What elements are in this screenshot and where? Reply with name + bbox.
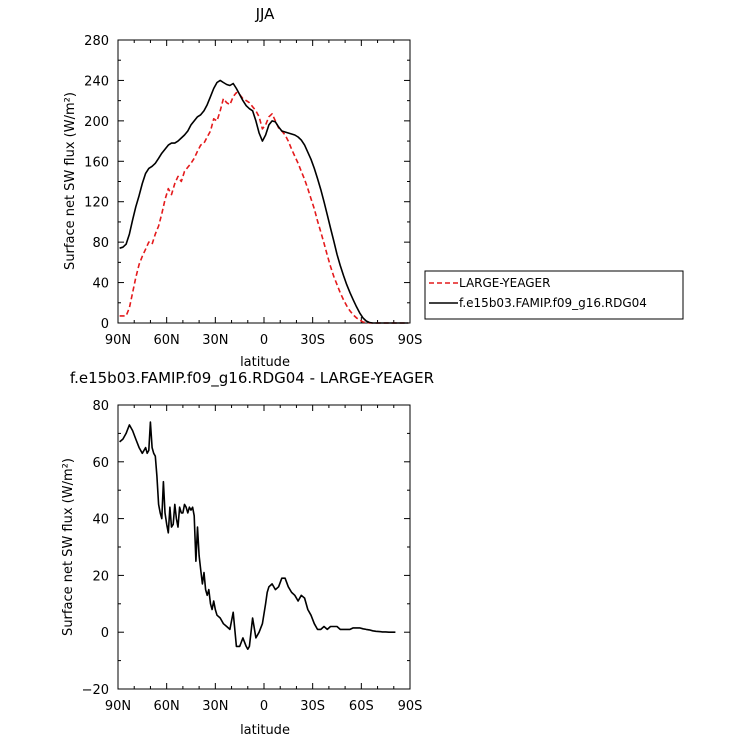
bottom-series-line-0 (119, 421, 396, 651)
bottom-chart: f.e15b03.FAMIP.f09_g16.RDG04 - LARGE-YEA… (61, 369, 434, 738)
legend-box (424, 270, 684, 320)
top-x-tick-label: 30N (202, 333, 228, 348)
bottom-x-tick-label: 30S (300, 699, 325, 714)
bottom-series-group (119, 421, 396, 651)
top-y-tick-label: 240 (84, 74, 109, 89)
bottom-x-tick-label: 90S (398, 699, 423, 714)
bottom-x-tick-label: 30N (202, 699, 228, 714)
bottom-y-tick-label: 40 (92, 513, 109, 528)
bottom-x-tick-label: 90N (105, 699, 131, 714)
top-chart-title: JJA (255, 5, 276, 23)
top-x-tick-label: 60S (349, 333, 374, 348)
legend: LARGE-YEAGER f.e15b03.FAMIP.f09_g16.RDG0… (424, 270, 684, 320)
bottom-y-tick-label: 0 (101, 626, 109, 641)
bottom-y-axis-label: Surface net SW flux (W/m²) (61, 458, 76, 636)
top-series-line-0 (119, 91, 409, 324)
top-y-tick-label: 0 (101, 317, 109, 332)
top-x-tick-label: 60N (154, 333, 180, 348)
top-y-axis-label: Surface net SW flux (W/m²) (63, 92, 78, 270)
legend-label-large-yeager: LARGE-YEAGER (459, 276, 550, 290)
top-y-tick-label: 120 (84, 196, 109, 211)
bottom-x-tick-label: 0 (260, 699, 268, 714)
bottom-x-tick-label: 60S (349, 699, 374, 714)
top-y-tick-label: 160 (84, 155, 109, 170)
top-axis-ticks: 90N 60N 30N 0 30S 60S 90S 0 40 80 120 160 200 240 280 (84, 34, 422, 348)
legend-label-rdg04: f.e15b03.FAMIP.f09_g16.RDG04 (459, 296, 647, 310)
bottom-y-tick-label: 80 (92, 399, 109, 414)
top-y-tick-label: 80 (92, 236, 109, 251)
top-y-tick-label: 40 (92, 277, 109, 292)
bottom-plot-frame (117, 404, 411, 690)
top-series-line-1 (119, 79, 409, 324)
bottom-y-tick-label: 20 (92, 569, 109, 584)
top-chart: JJA 90N 60N 30N 0 30S 60S 90S 0 40 80 120 160 200 240… (63, 5, 684, 370)
top-x-tick-label: 0 (260, 333, 268, 348)
bottom-x-tick-label: 60N (154, 699, 180, 714)
top-x-tick-label: 90N (105, 333, 131, 348)
bottom-y-tick-label: −20 (82, 683, 109, 698)
top-x-tick-label: 90S (398, 333, 423, 348)
top-x-tick-label: 30S (300, 333, 325, 348)
bottom-axis-ticks: 90N 60N 30N 0 30S 60S 90S −20 0 20 40 60 80 (82, 399, 423, 714)
bottom-chart-title: f.e15b03.FAMIP.f09_g16.RDG04 - LARGE-YEA… (70, 369, 434, 388)
top-y-tick-label: 280 (84, 34, 109, 49)
top-plot-frame (117, 39, 411, 324)
top-y-tick-label: 200 (84, 115, 109, 130)
top-series-group (119, 79, 409, 324)
top-x-axis-label: latitude (240, 355, 290, 370)
bottom-y-tick-label: 60 (92, 456, 109, 471)
bottom-x-axis-label: latitude (240, 723, 290, 738)
